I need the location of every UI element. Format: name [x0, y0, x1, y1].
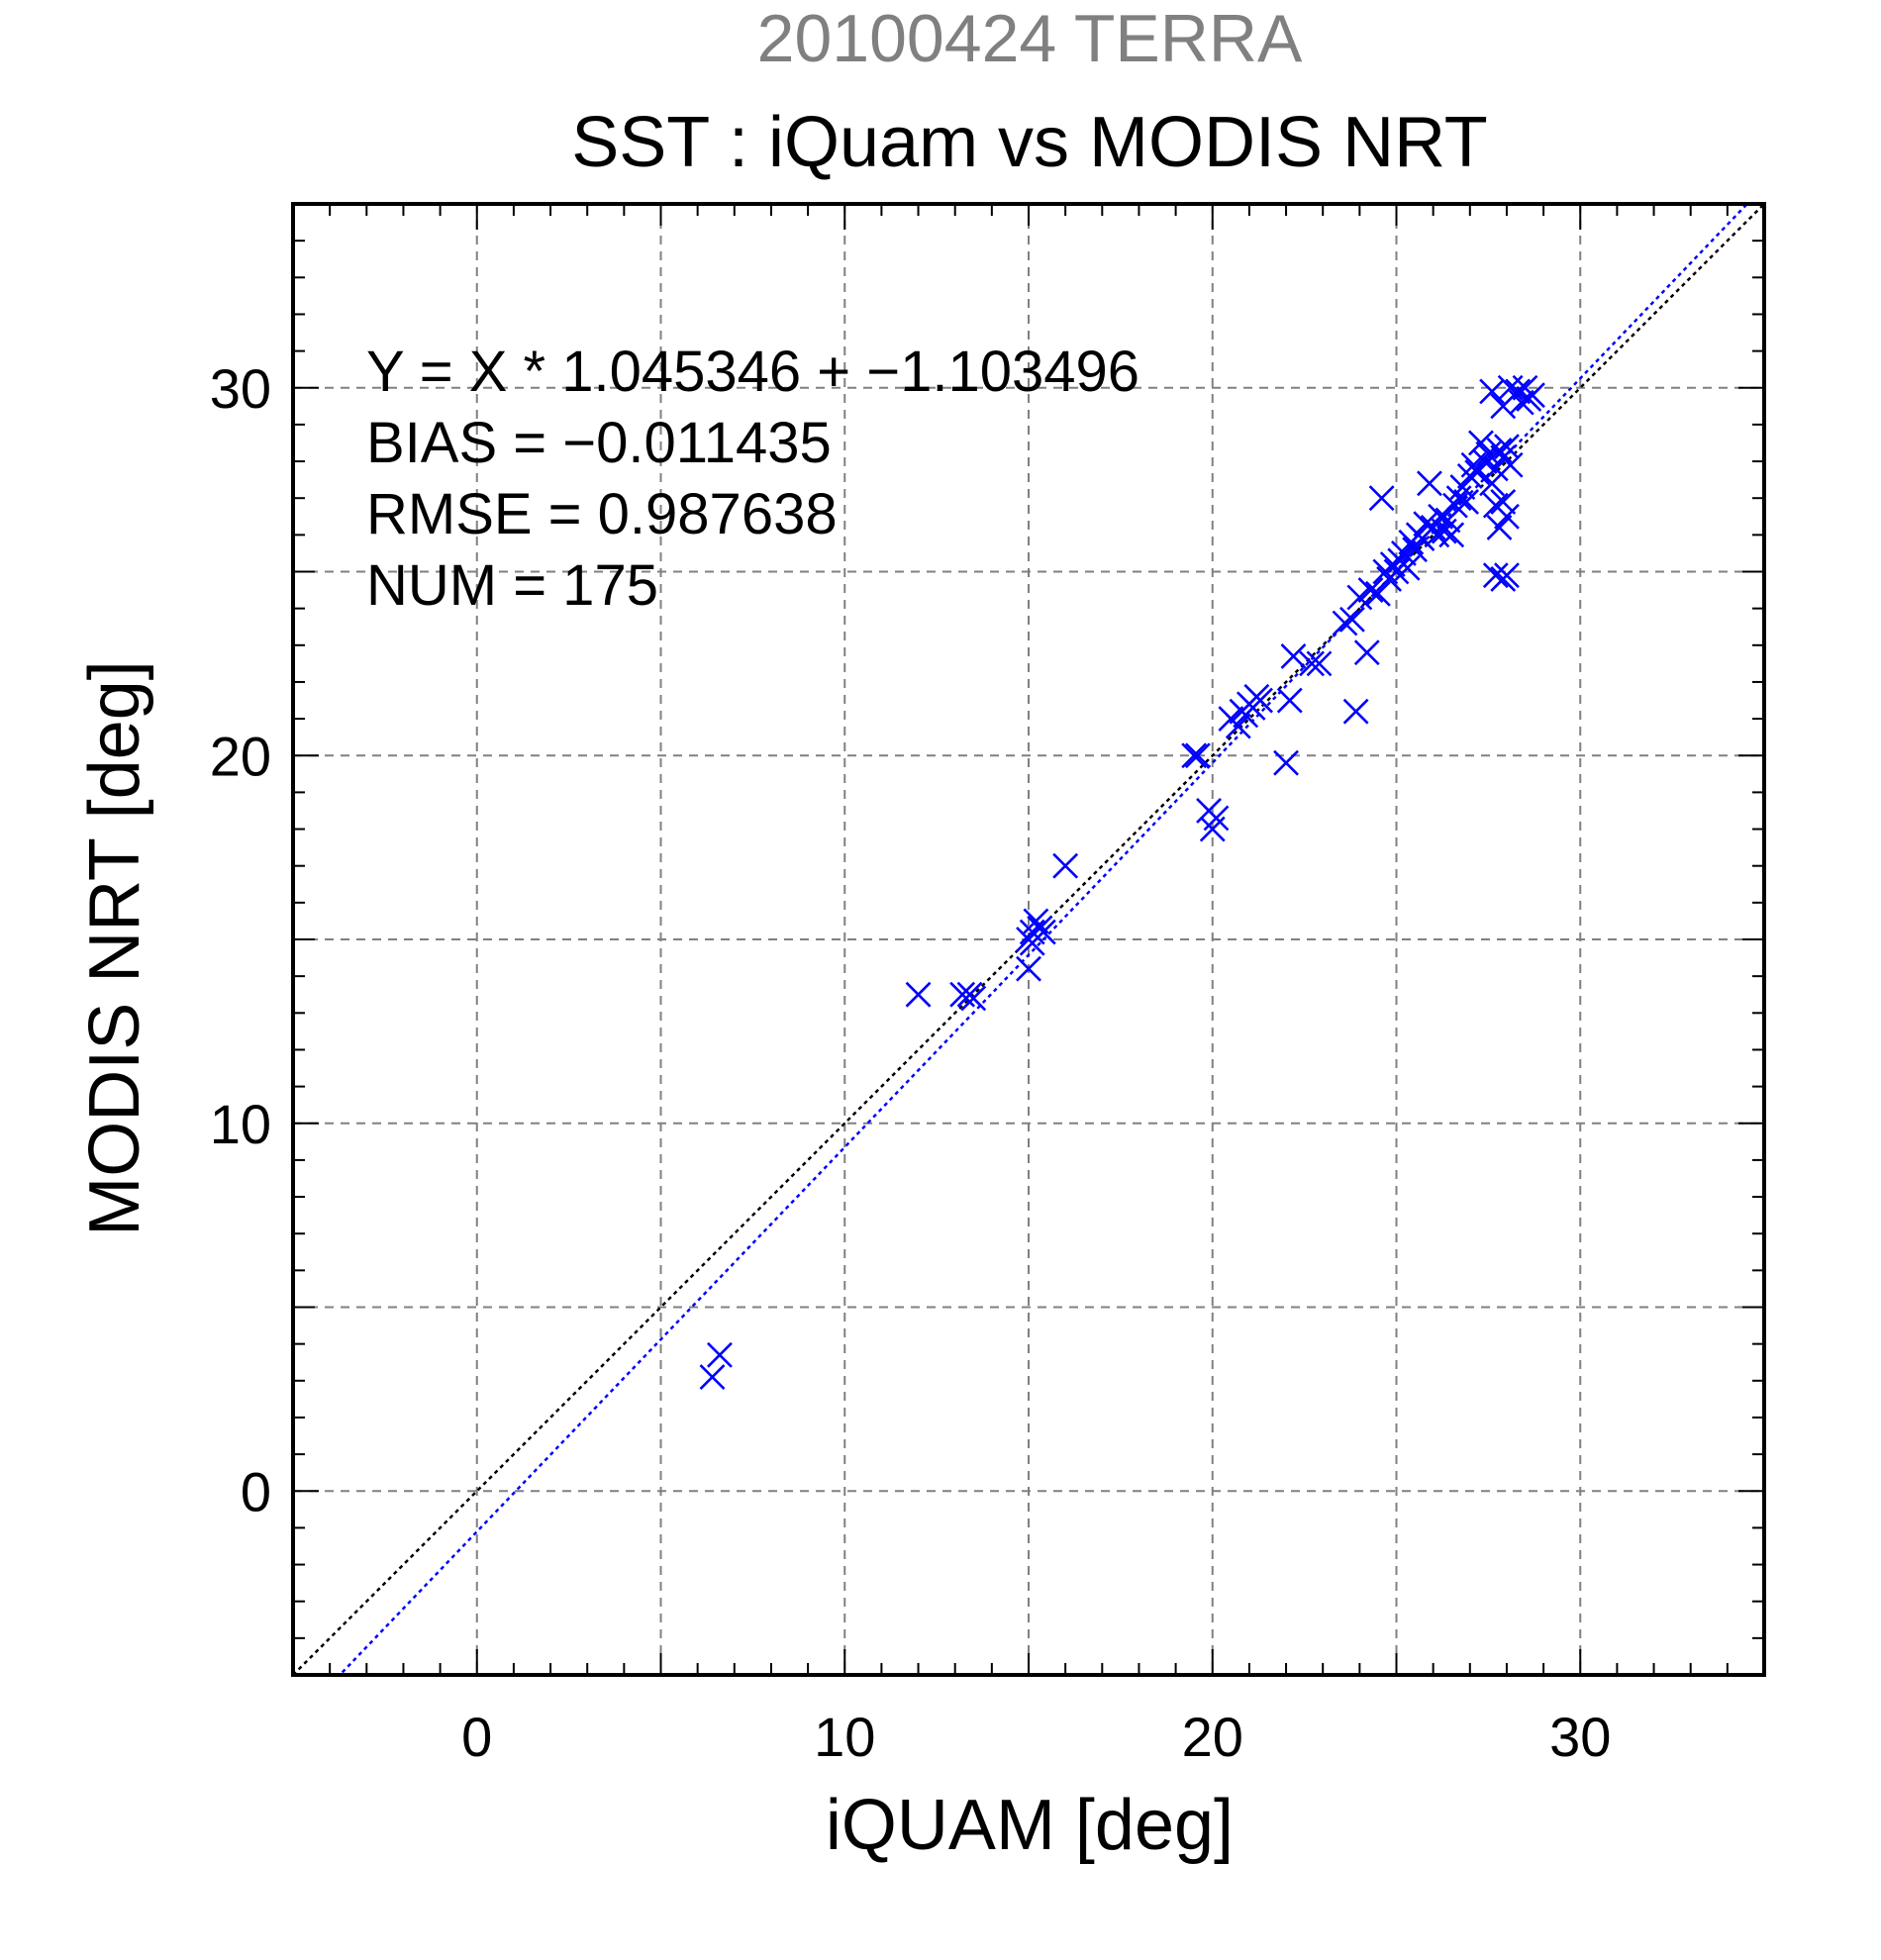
data-point — [1438, 522, 1465, 548]
data-point — [1490, 488, 1517, 515]
data-point — [1494, 562, 1520, 589]
stats-line-regression: Y = X * 1.045346 + −1.103496 — [366, 340, 1139, 404]
data-point — [1184, 742, 1211, 769]
data-point — [1486, 515, 1513, 540]
data-point — [1342, 698, 1369, 725]
data-point — [1276, 687, 1303, 714]
data-point — [1497, 451, 1524, 478]
data-point — [1520, 382, 1545, 409]
data-point — [1479, 378, 1506, 405]
data-point — [707, 1341, 733, 1368]
data-point — [1280, 643, 1307, 669]
data-point — [1030, 919, 1056, 945]
data-point — [1365, 580, 1391, 607]
data-point — [1299, 650, 1325, 677]
data-point — [1368, 485, 1395, 512]
stats-line-num: NUM = 175 — [366, 553, 658, 618]
data-point — [1482, 562, 1509, 589]
data-point — [1181, 742, 1208, 769]
x-tick-label: 30 — [1549, 1706, 1611, 1768]
tick-labels: 0 10 20 30 0 10 20 30 — [210, 357, 1612, 1768]
y-tick-label: 10 — [210, 1093, 271, 1155]
data-point — [1052, 852, 1079, 879]
data-point — [1494, 503, 1520, 530]
stats-line-rmse: RMSE = 0.987638 — [366, 482, 838, 546]
x-tick-label: 10 — [814, 1706, 875, 1768]
data-point — [1016, 955, 1041, 982]
data-point — [1229, 698, 1255, 725]
y-axis-label: MODIS NRT [deg] — [75, 660, 154, 1236]
data-point — [1402, 537, 1428, 563]
data-point — [1273, 749, 1299, 776]
data-point — [1023, 908, 1049, 934]
data-point — [1508, 389, 1534, 416]
y-tick-label: 20 — [210, 725, 271, 787]
y-tick-label: 30 — [210, 357, 271, 420]
data-point — [905, 981, 932, 1008]
regression-line — [338, 204, 1749, 1675]
data-point — [1353, 639, 1380, 666]
data-point — [1332, 610, 1358, 637]
x-tick-label: 0 — [461, 1706, 492, 1768]
stats-block: Y = X * 1.045346 + −1.103496 BIAS = −0.0… — [366, 340, 1139, 618]
data-point — [960, 985, 987, 1012]
data-point — [1417, 470, 1442, 497]
data-point — [1225, 713, 1251, 739]
data-point — [699, 1364, 726, 1390]
axes — [291, 202, 1766, 1677]
stats-line-bias: BIAS = −0.011435 — [366, 411, 832, 475]
data-point — [1203, 805, 1230, 832]
y-tick-label: 0 — [241, 1460, 271, 1522]
chart-date-line: 20100424 TERRA — [757, 1, 1303, 76]
x-axis-label: iQUAM [deg] — [826, 1786, 1234, 1865]
data-points — [699, 374, 1545, 1390]
chart-title: SST : iQuam vs MODIS NRT — [571, 103, 1488, 182]
data-point — [1306, 650, 1333, 677]
x-tick-label: 20 — [1182, 1706, 1243, 1768]
data-point — [1357, 577, 1384, 603]
data-point — [1394, 554, 1421, 581]
data-point — [1453, 488, 1479, 515]
data-point — [1486, 437, 1513, 463]
data-point — [1339, 606, 1365, 633]
